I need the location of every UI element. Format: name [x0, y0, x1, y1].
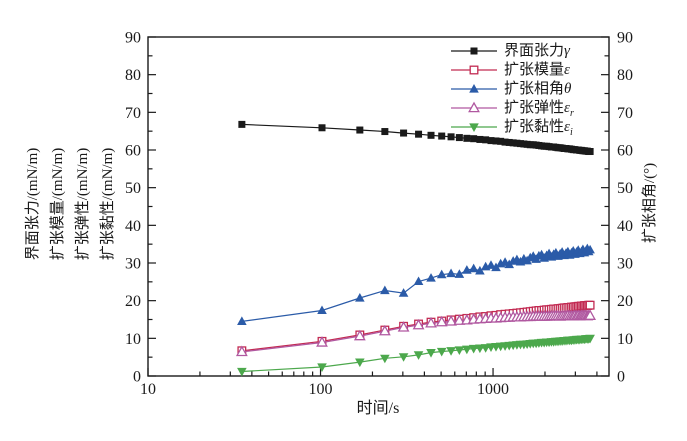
svg-text:20: 20 [617, 293, 633, 310]
legend-marker-dilational-modulus-icon [451, 65, 497, 74]
svg-text:100: 100 [309, 381, 333, 398]
legend-item-dilational-elasticity: 扩张弹性εr [450, 98, 574, 119]
svg-text:0: 0 [617, 369, 625, 386]
svg-text:70: 70 [125, 105, 141, 122]
y-left-axis-title-dilational-modulus: 扩张模量/(mN/m) [50, 147, 66, 261]
legend-label-interfacial-tension: 界面张力γ [504, 43, 570, 59]
legend-item-dilational-modulus: 扩张模量ε [450, 60, 574, 79]
data-series [235, 120, 597, 377]
svg-text:80: 80 [617, 67, 633, 84]
y-left-axis-title-interfacial-tension: 界面张力/(mN/m) [25, 147, 41, 261]
x-axis-title: 时间/s [356, 400, 400, 417]
svg-text:70: 70 [617, 105, 633, 122]
legend-label-dilational-modulus: 扩张模量ε [504, 62, 570, 78]
svg-text:1000: 1000 [477, 381, 509, 398]
svg-text:10: 10 [140, 381, 156, 398]
svg-text:90: 90 [125, 30, 141, 47]
y-right-axis-title-phase-angle: 扩张相角/(°) [642, 162, 658, 244]
svg-text:40: 40 [617, 218, 633, 235]
legend-label-dilational-viscosity: 扩张黏性εi [504, 119, 573, 138]
svg-text:50: 50 [617, 180, 633, 197]
x-tick-labels: 10 100 1000 [140, 381, 509, 398]
y-left-tick-labels: 0 10 20 30 40 50 60 70 80 90 [125, 30, 141, 386]
legend: 界面张力γ 扩张模量ε 扩张相角θ 扩张弹性εr 扩张黏性εi [450, 41, 574, 138]
svg-text:60: 60 [125, 143, 141, 160]
svg-text:80: 80 [125, 67, 141, 84]
svg-text:0: 0 [133, 369, 141, 386]
legend-label-phase-angle: 扩张相角θ [504, 81, 572, 97]
series-εr [235, 309, 597, 357]
svg-text:50: 50 [125, 180, 141, 197]
legend-marker-dilational-viscosity-icon [451, 122, 497, 132]
legend-marker-dilational-elasticity-icon [451, 101, 497, 112]
legend-item-dilational-viscosity: 扩张黏性εi [450, 117, 574, 138]
legend-marker-interfacial-tension-icon [451, 47, 497, 54]
y-right-tick-labels: 0 10 20 30 40 50 60 70 80 90 [617, 30, 633, 386]
svg-text:10: 10 [617, 331, 633, 348]
svg-text:20: 20 [125, 293, 141, 310]
svg-text:90: 90 [617, 30, 633, 47]
legend-item-phase-angle: 扩张相角θ [450, 79, 574, 98]
svg-text:60: 60 [617, 143, 633, 160]
legend-marker-phase-angle-icon [451, 83, 497, 93]
legend-label-dilational-elasticity: 扩张弹性εr [504, 100, 574, 119]
y-left-axis-title-dilational-viscosity: 扩张黏性/(mN/m) [100, 147, 116, 261]
legend-item-interfacial-tension: 界面张力γ [450, 41, 574, 60]
svg-text:10: 10 [125, 331, 141, 348]
y-left-axis-title-dilational-elasticity: 扩张弹性/(mN/m) [75, 147, 91, 261]
svg-text:30: 30 [125, 256, 141, 273]
svg-text:40: 40 [125, 218, 141, 235]
series-γ [238, 120, 594, 156]
axis-ticks [147, 36, 609, 377]
series-εi [237, 334, 595, 377]
svg-text:30: 30 [617, 256, 633, 273]
series-θ [237, 243, 595, 325]
